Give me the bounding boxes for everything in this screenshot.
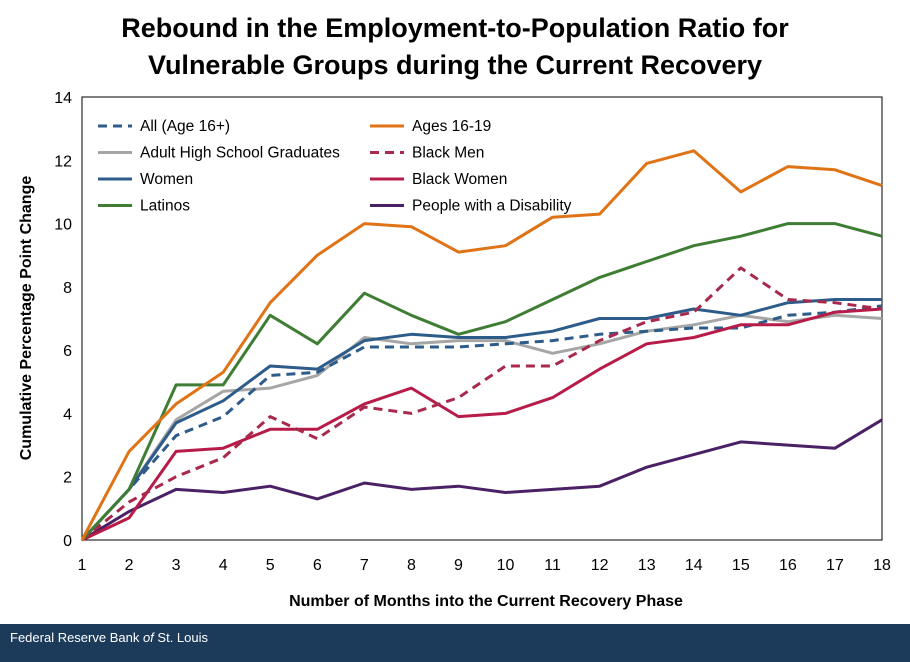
x-tick-label: 5: [266, 557, 275, 574]
y-tick-label: 12: [54, 153, 72, 170]
footer-org-post: St. Louis: [153, 630, 208, 645]
x-tick-label: 3: [172, 557, 181, 574]
chart-legend: All (Age 16+) Ages 16-19 Adult High School…: [98, 118, 572, 215]
series-line-adult-high-school-graduates: [80, 313, 883, 542]
legend-label: Black Women: [412, 171, 507, 188]
x-tick-label: 8: [407, 557, 416, 574]
chart-title: Rebound in the Employment-to-Population …: [0, 10, 910, 84]
y-tick-label: 6: [63, 343, 72, 360]
legend-label: People with a Disability: [412, 198, 572, 215]
x-tick-label: 17: [826, 557, 844, 574]
chart-series-lines: [80, 149, 883, 542]
x-tick-label: 13: [638, 557, 656, 574]
x-tick-label: 14: [685, 557, 703, 574]
chart-title-line-1: Rebound in the Employment-to-Population …: [121, 13, 789, 43]
series-line-people-with-a-disability: [81, 418, 883, 542]
x-tick-label: 16: [779, 557, 797, 574]
x-tick-label: 9: [454, 557, 463, 574]
legend-label: Women: [140, 171, 193, 188]
chart-title-line-2: Vulnerable Groups during the Current Rec…: [147, 50, 763, 80]
y-tick-label: 2: [63, 470, 72, 487]
y-tick-label: 14: [54, 90, 72, 107]
y-tick-label: 0: [63, 533, 72, 550]
series-line-black-women: [81, 307, 883, 542]
footer-org-of: of: [142, 630, 154, 645]
x-axis-label: Number of Months into the Current Recove…: [289, 593, 683, 610]
series-line-ages-16-19: [80, 149, 883, 541]
x-tick-label: 7: [360, 557, 369, 574]
x-tick-label: 1: [78, 557, 87, 574]
footer-org-name: Federal Reserve Bank of St. Louis: [10, 630, 208, 645]
series-line-black-men: [81, 266, 883, 542]
series-line-latinos: [80, 222, 883, 542]
legend-label: Latinos: [140, 198, 190, 215]
x-tick-label: 4: [219, 557, 228, 574]
y-tick-label: 10: [54, 217, 72, 234]
x-tick-label: 6: [313, 557, 322, 574]
y-tick-label: 4: [63, 406, 72, 423]
x-tick-label: 15: [732, 557, 750, 574]
y-tick-label: 8: [63, 280, 72, 297]
x-tick-label: 11: [544, 557, 561, 574]
series-line-women: [80, 298, 882, 542]
legend-label: Ages 16-19: [412, 118, 491, 135]
legend-label: Black Men: [412, 145, 484, 162]
legend-label: All (Age 16+): [140, 118, 230, 135]
footer-bar: Federal Reserve Bank of St. Louis: [0, 624, 910, 662]
footer-org-pre: Federal Reserve Bank: [10, 630, 143, 645]
x-tick-label: 12: [591, 557, 609, 574]
legend-label: Adult High School Graduates: [140, 145, 340, 162]
x-tick-label: 2: [125, 557, 134, 574]
y-axis-label: Cumulative Percentage Point Change: [18, 176, 35, 461]
x-tick-label: 18: [873, 557, 891, 574]
x-tick-label: 10: [497, 557, 515, 574]
